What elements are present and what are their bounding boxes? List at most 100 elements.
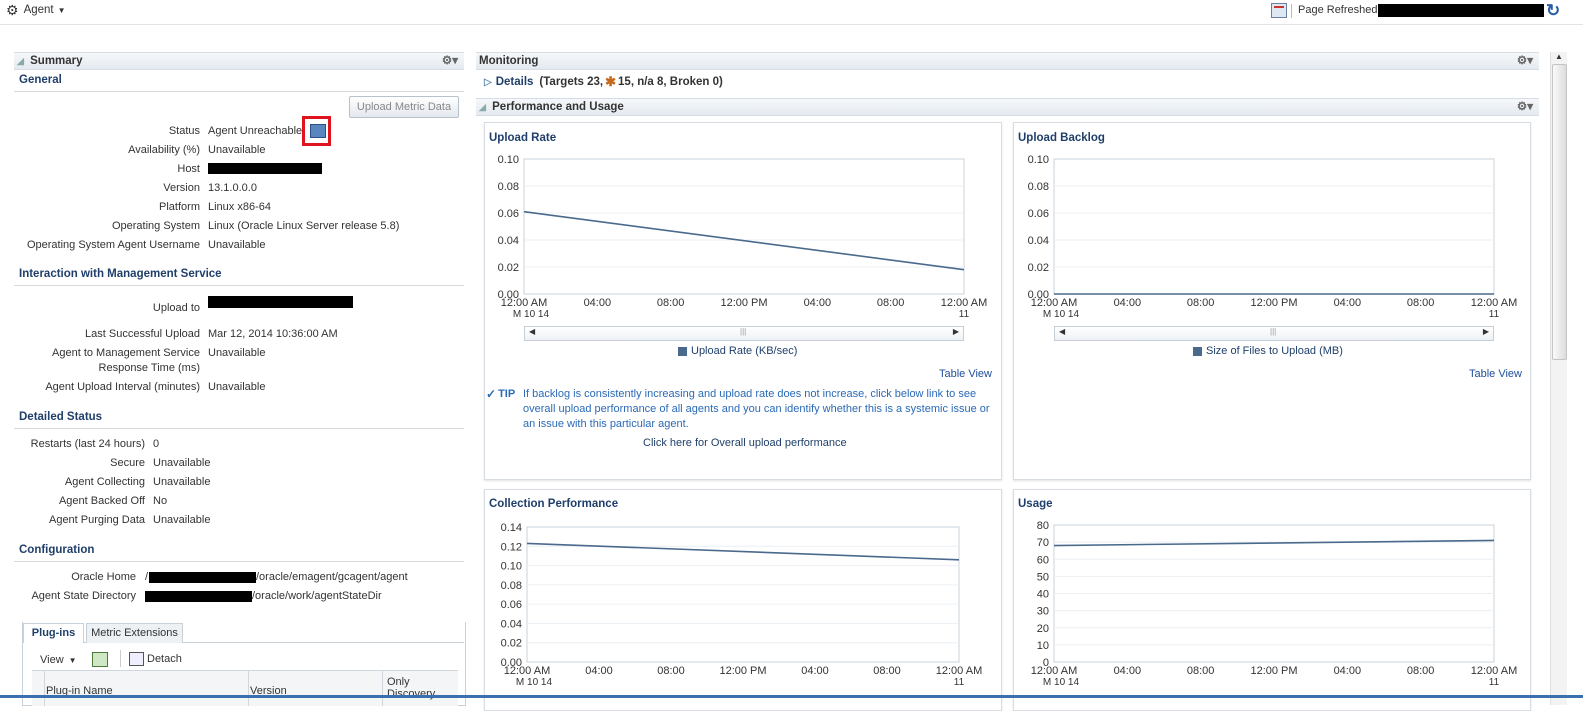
overall-upload-performance-link[interactable]: Click here for Overall upload performanc… xyxy=(643,437,847,449)
tip-text: If backlog is consistently increasing an… xyxy=(523,388,990,430)
y-tick-label: 60 xyxy=(1037,554,1049,566)
y-tick-label: 10 xyxy=(1037,640,1049,652)
monitoring-header: Monitoring ⚙▾ xyxy=(476,52,1539,70)
y-tick-label: 0.02 xyxy=(1028,262,1049,274)
collapse-icon[interactable]: ◢ xyxy=(479,102,486,112)
detailed-row-label: Restarts (last 24 hours) xyxy=(30,438,145,450)
general-row-label: Host xyxy=(177,163,200,175)
interaction-row-value: Unavailable xyxy=(208,347,266,359)
tab-metric-extensions[interactable]: Metric Extensions xyxy=(86,623,183,643)
detailed-row-value: No xyxy=(153,495,168,507)
general-row-label: Operating System Agent Username xyxy=(26,239,200,251)
x-tick-sublabel: M 10 14 xyxy=(1043,677,1080,688)
general-row-value[interactable]: Unavailable xyxy=(208,144,266,156)
scroll-up-icon[interactable]: ▲ xyxy=(1555,52,1563,61)
upload-rate-table-view-link[interactable]: Table View xyxy=(939,368,992,380)
x-tick-label: 12:00 AM xyxy=(1471,665,1517,677)
detailed-row-value[interactable]: 0 xyxy=(153,438,160,450)
series-line xyxy=(523,210,965,271)
x-tick-label: 12:00 AM xyxy=(936,665,982,677)
checkmark-icon: ✓ xyxy=(486,387,497,401)
performance-usage-header: ◢ Performance and Usage ⚙▾ xyxy=(476,98,1539,116)
y-tick-label: 0 xyxy=(1043,657,1049,669)
view-menu[interactable]: View ▼ xyxy=(40,654,77,666)
refresh-icon[interactable]: ↻ xyxy=(1546,1,1561,20)
scroll-grip[interactable]: ||| xyxy=(1270,327,1277,336)
tab-plug-ins[interactable]: Plug-ins xyxy=(23,623,84,643)
detach-button[interactable]: Detach xyxy=(129,652,182,666)
general-row-label: Status xyxy=(168,125,200,137)
general-row-value: Agent Unreachable xyxy=(208,125,303,137)
x-tick-label: 12:00 AM xyxy=(941,297,987,309)
interaction-row-label-cont: Response Time (ms) xyxy=(98,362,200,374)
upload-backlog-scrollbar[interactable]: ◀ ||| ▶ xyxy=(1054,326,1494,341)
tip-label: ✓ TIP xyxy=(486,387,516,401)
x-tick-sublabel: M 10 14 xyxy=(1043,309,1080,320)
page-scrollbar[interactable]: ▲ xyxy=(1550,52,1567,705)
x-tick-label: 12:00 AM xyxy=(1471,297,1517,309)
x-tick-label: 04:00 xyxy=(1334,665,1362,677)
y-tick-label: 0.06 xyxy=(498,208,519,220)
scroll-right-icon[interactable]: ▶ xyxy=(1482,327,1489,336)
x-tick-label: 08:00 xyxy=(1187,297,1215,309)
upload-rate-scrollbar[interactable]: ◀ ||| ▶ xyxy=(524,326,964,341)
x-tick-label: 04:00 xyxy=(584,297,612,309)
scroll-grip[interactable]: ||| xyxy=(740,327,747,336)
x-tick-label: 12:00 PM xyxy=(1250,665,1297,677)
upload-backlog-table-view-link[interactable]: Table View xyxy=(1469,368,1522,380)
page-refreshed-label: Page Refreshed xyxy=(1298,4,1378,16)
config-value-prefix: / xyxy=(145,571,149,583)
collection-performance-title: Collection Performance xyxy=(489,498,619,510)
scroll-left-icon[interactable]: ◀ xyxy=(529,327,536,336)
y-tick-label: 30 xyxy=(1037,606,1049,618)
upload-rate-legend: Upload Rate (KB/sec) xyxy=(678,345,797,357)
interaction-row-label: Last Successful Upload xyxy=(85,328,200,340)
host-redacted xyxy=(208,163,322,174)
config-row-value: /oracle/work/agentStateDir xyxy=(252,590,382,602)
scroll-thumb[interactable] xyxy=(1552,64,1567,360)
x-tick-label: 12:00 PM xyxy=(720,297,767,309)
x-tick-label: 12:00 AM xyxy=(504,665,550,677)
detailed-row-value: Unavailable xyxy=(153,514,211,526)
x-tick-label: 12:00 AM xyxy=(1031,297,1077,309)
general-row-value: Linux x86-64 xyxy=(208,201,271,213)
collapse-icon[interactable]: ◢ xyxy=(17,56,24,66)
y-tick-label: 0.12 xyxy=(501,541,522,553)
detailed-row-label: Agent Purging Data xyxy=(48,514,145,526)
config-row-value: /oracle/emagent/gcagent/agent xyxy=(256,571,408,583)
x-tick-sublabel: M 10 14 xyxy=(513,309,550,320)
detailed-row-value: Unavailable xyxy=(153,457,211,469)
agent-status-icon[interactable] xyxy=(310,124,326,138)
page-refresh-settings-icon[interactable] xyxy=(1271,3,1287,18)
monitoring-settings-icon[interactable]: ⚙▾ xyxy=(1516,55,1533,67)
details-row[interactable]: ▷ Details (Targets 23, ✱ 15, n/a 8, Brok… xyxy=(484,74,723,89)
expand-icon[interactable]: ▷ xyxy=(484,76,492,88)
detailed-status-title: Detailed Status xyxy=(19,411,103,423)
x-tick-label: 04:00 xyxy=(804,297,832,309)
x-tick-label: 04:00 xyxy=(1334,297,1362,309)
y-tick-label: 0.00 xyxy=(498,289,519,301)
detailed-row-label: Agent Collecting xyxy=(64,476,145,488)
x-tick-label: 04:00 xyxy=(801,665,829,677)
general-row-label: Platform xyxy=(159,201,200,213)
interaction-row-label: Upload to xyxy=(152,302,200,314)
y-tick-label: 0.02 xyxy=(498,262,519,274)
general-row-value: Unavailable xyxy=(208,239,266,251)
general-row-value: 13.1.0.0.0 xyxy=(208,182,257,194)
y-tick-label: 0.02 xyxy=(501,638,522,650)
col-version[interactable]: Version xyxy=(250,685,287,697)
scroll-right-icon[interactable]: ▶ xyxy=(952,327,959,336)
x-tick-label: 08:00 xyxy=(657,297,685,309)
plugins-table-header: Plug-in Name Version Only Discovery xyxy=(32,670,458,706)
detailed-row-label: Secure xyxy=(110,457,145,469)
col-plugin-name[interactable]: Plug-in Name xyxy=(46,685,113,697)
upload-metric-data-button[interactable]: Upload Metric Data xyxy=(349,96,459,118)
summary-settings-icon[interactable]: ⚙▾ xyxy=(441,55,458,67)
legend-swatch xyxy=(1193,346,1202,356)
performance-settings-icon[interactable]: ⚙▾ xyxy=(1516,101,1533,113)
scroll-left-icon[interactable]: ◀ xyxy=(1059,327,1066,336)
agent-menu[interactable]: ⚙ Agent ▼ xyxy=(6,2,66,18)
export-icon[interactable] xyxy=(92,652,108,667)
upload-rate-title: Upload Rate xyxy=(489,132,557,144)
